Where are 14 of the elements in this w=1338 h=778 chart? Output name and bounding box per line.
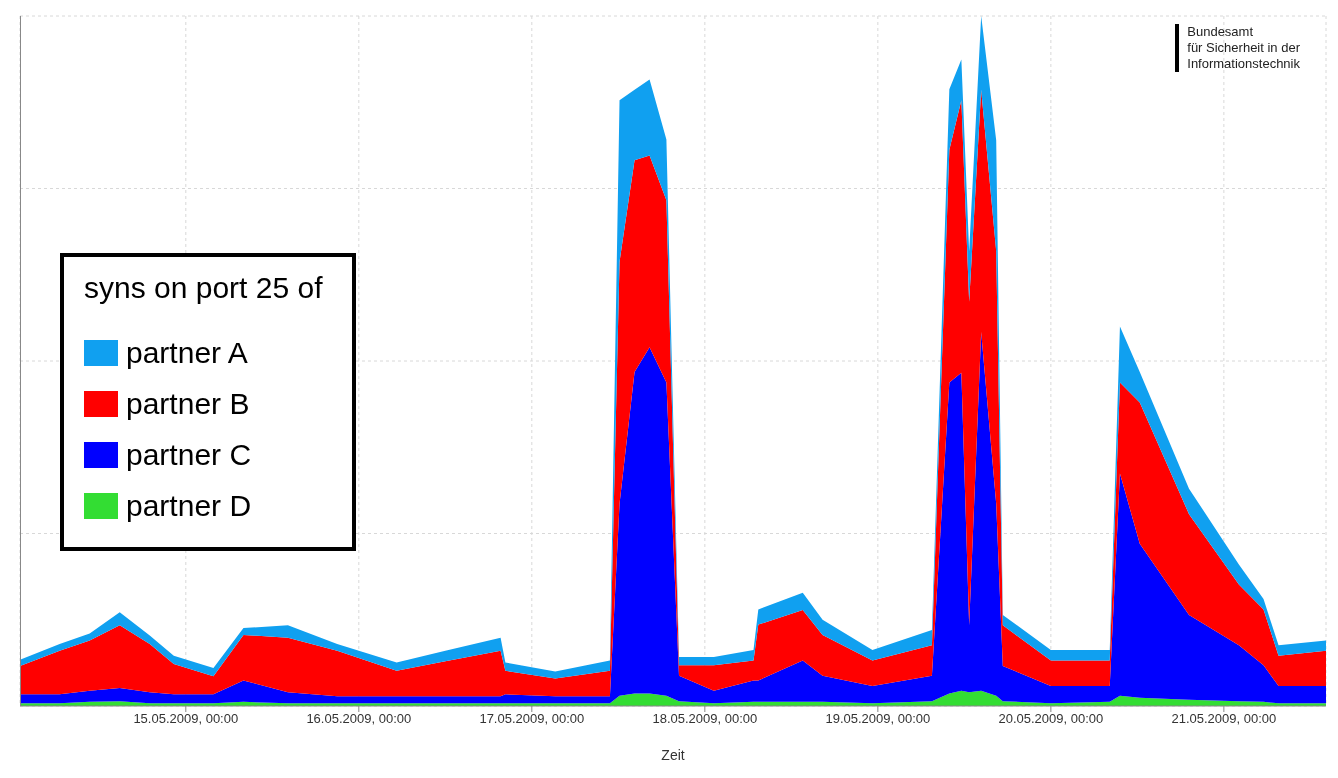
annotation: Bundesamt für Sicherheit in der Informationstechnik xyxy=(1175,24,1300,72)
legend-label: partner D xyxy=(126,488,252,523)
x-tick-label: 16.05.2009, 00:00 xyxy=(306,711,412,727)
legend-label: partner A xyxy=(126,335,248,370)
x-tick-label: 21.05.2009, 00:00 xyxy=(1171,711,1277,727)
x-tick-label: 20.05.2009, 00:00 xyxy=(998,711,1104,727)
x-tick-label: 19.05.2009, 00:00 xyxy=(825,711,931,727)
legend-label: partner C xyxy=(126,437,252,472)
x-axis-title: Zeit xyxy=(661,747,685,763)
legend-title: syns on port 25 of xyxy=(84,271,323,305)
x-tick-label: 17.05.2009, 00:00 xyxy=(479,711,585,727)
x-tick-label: 18.05.2009, 00:00 xyxy=(652,711,758,727)
x-tick-label: 15.05.2009, 00:00 xyxy=(133,711,239,727)
legend-label: partner B xyxy=(126,386,250,421)
